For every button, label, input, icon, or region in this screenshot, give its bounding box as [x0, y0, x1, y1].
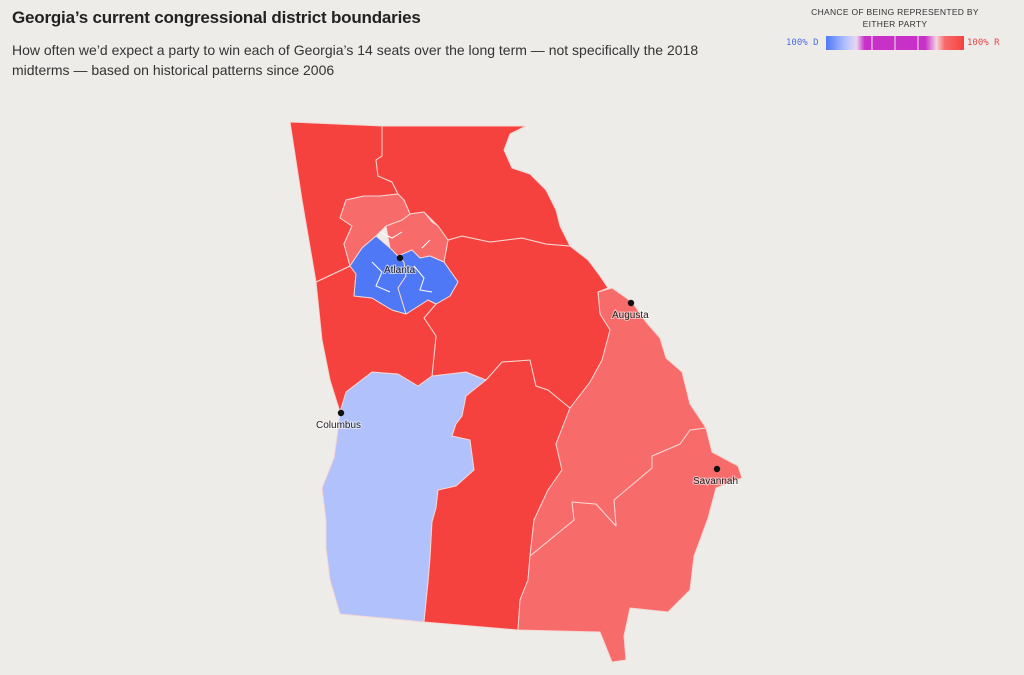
city-markers: Atlanta Augusta Columbus Savannah: [315, 254, 739, 488]
city-dot-augusta: [627, 299, 635, 307]
legend-republican-label: 100% R: [967, 38, 1000, 48]
page-subtitle: How often we’d expect a party to win eac…: [12, 42, 699, 78]
legend-title: CHANCE OF BEING REPRESENTED BY EITHER PA…: [811, 7, 979, 29]
city-label-augusta: Augusta: [612, 310, 649, 321]
city-dot-columbus: [337, 409, 345, 417]
district-northeast[interactable]: [375, 125, 571, 247]
city-label-atlanta: Atlanta: [384, 265, 416, 276]
city-dot-atlanta: [396, 254, 404, 262]
city-dot-savannah: [713, 465, 721, 473]
page-title: Georgia’s current congressional district…: [12, 8, 421, 27]
city-label-savannah: Savannah: [693, 476, 738, 487]
district-atlanta-east[interactable]: [397, 249, 459, 315]
legend-gradient-bar: [826, 36, 964, 50]
city-label-columbus: Columbus: [316, 420, 361, 431]
probability-legend: CHANCE OF BEING REPRESENTED BY EITHER PA…: [780, 6, 1010, 50]
legend-row: 100% D 100% R: [780, 36, 1010, 50]
legend-democrat-label: 100% D: [786, 38, 819, 48]
